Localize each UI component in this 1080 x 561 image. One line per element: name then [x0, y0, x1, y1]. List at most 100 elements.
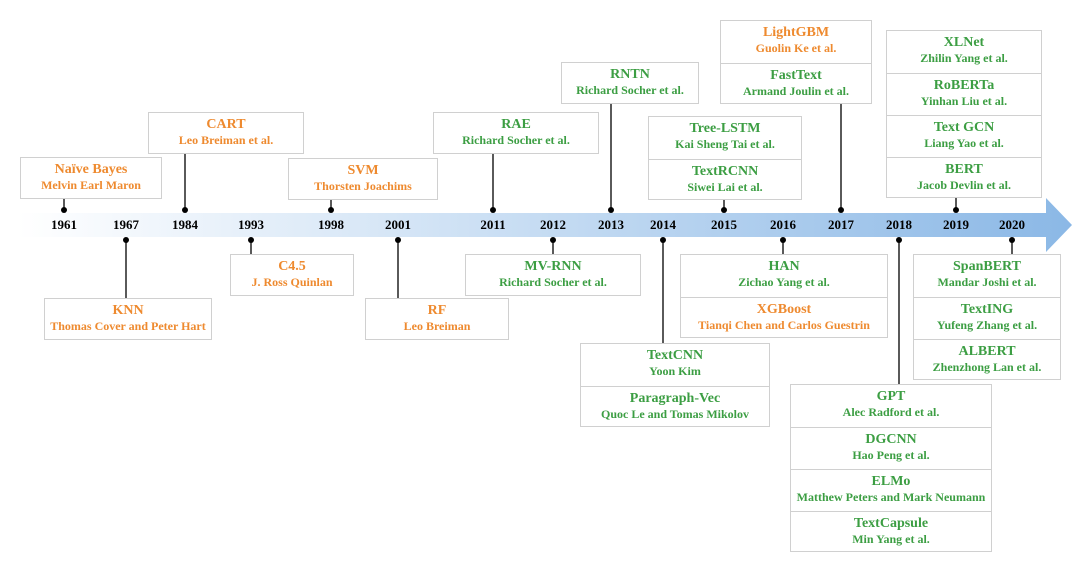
model-entry: HAN Zichao Yang et al.	[681, 255, 887, 297]
model-author: Zhilin Yang et al.	[920, 51, 1008, 65]
model-entry: KNN Thomas Cover and Peter Hart	[45, 299, 211, 341]
connector-lines	[61, 104, 1015, 384]
model-entry: FastText Armand Joulin et al.	[721, 63, 871, 105]
model-entry: RF Leo Breiman	[366, 299, 508, 341]
model-name: KNN	[112, 303, 144, 318]
model-author: Yinhan Liu et al.	[920, 94, 1008, 108]
model-name: SpanBERT	[953, 259, 1021, 274]
model-entry: Tree-LSTM Kai Sheng Tai et al.	[649, 117, 801, 159]
model-name: Paragraph-Vec	[629, 391, 721, 406]
connector-dot-2019	[953, 207, 959, 213]
model-name: ALBERT	[958, 344, 1016, 359]
model-author: J. Ross Quinlan	[251, 275, 333, 289]
model-name: TextCapsule	[853, 516, 929, 531]
connector-dot-2016	[780, 237, 786, 243]
model-author: Alec Radford et al.	[842, 405, 940, 419]
model-author: Guolin Ke et al.	[755, 41, 837, 55]
model-entry: SVM Thorsten Joachims	[289, 159, 437, 201]
model-name: XGBoost	[756, 302, 812, 317]
model-name: Naïve Bayes	[54, 162, 128, 177]
model-name: RoBERTa	[933, 78, 995, 93]
model-name: TextCNN	[646, 348, 704, 363]
model-author: Leo Breiman et al.	[178, 133, 274, 147]
model-author: Liang Yao et al.	[924, 136, 1004, 150]
model-author: Armand Joulin et al.	[742, 84, 849, 98]
model-box-1961: Naïve Bayes Melvin Earl Maron	[20, 157, 162, 199]
year-label-1984: 1984	[172, 217, 198, 232]
model-author: Siwei Lai et al.	[687, 180, 763, 194]
year-label-1993: 1993	[238, 217, 264, 232]
year-label-2013: 2013	[598, 217, 624, 232]
model-entry: TextCNN Yoon Kim	[581, 344, 769, 386]
model-author: Zhenzhong Lan et al.	[932, 360, 1042, 374]
model-author: Thomas Cover and Peter Hart	[50, 319, 206, 333]
model-name: RNTN	[610, 67, 650, 82]
connector-dot-2017	[838, 207, 844, 213]
model-name: TextING	[960, 302, 1014, 317]
model-box-2016: HAN Zichao Yang et al. XGBoost Tianqi Chen …	[680, 254, 888, 338]
model-entry: ELMo Matthew Peters and Mark Neumann	[791, 469, 991, 511]
model-box-2013: RNTN Richard Socher et al.	[561, 62, 699, 104]
model-name: XLNet	[943, 35, 985, 50]
connector-dot-1998	[328, 207, 334, 213]
model-entry: RNTN Richard Socher et al.	[562, 63, 698, 105]
connector-dot-2013	[608, 207, 614, 213]
connector-dot-1961	[61, 207, 67, 213]
model-box-2018: GPT Alec Radford et al. DGCNN Hao Peng et a…	[790, 384, 992, 552]
model-box-2017: LightGBM Guolin Ke et al. FastText Armand J…	[720, 20, 872, 104]
year-label-1998: 1998	[318, 217, 344, 232]
model-author: Mandar Joshi et al.	[937, 275, 1037, 289]
year-label-2011: 2011	[480, 217, 506, 232]
model-entry: Paragraph-Vec Quoc Le and Tomas Mikolov	[581, 386, 769, 428]
connector-dot-2018	[896, 237, 902, 243]
model-box-2001: RF Leo Breiman	[365, 298, 509, 340]
model-author: Thorsten Joachims	[314, 179, 412, 193]
year-label-2016: 2016	[770, 217, 796, 232]
model-entry: C4.5 J. Ross Quinlan	[231, 255, 353, 297]
model-author: Richard Socher et al.	[576, 83, 684, 97]
model-entry: TextING Yufeng Zhang et al.	[914, 297, 1060, 339]
year-label-2017: 2017	[828, 217, 854, 232]
model-author: Matthew Peters and Mark Neumann	[796, 490, 986, 504]
year-label-2001: 2001	[385, 217, 411, 232]
year-label-2012: 2012	[540, 217, 566, 232]
model-name: CART	[206, 117, 246, 132]
model-entry: RAE Richard Socher et al.	[434, 113, 598, 155]
model-entry: ALBERT Zhenzhong Lan et al.	[914, 339, 1060, 381]
year-label-2019: 2019	[943, 217, 969, 232]
year-label-2018: 2018	[886, 217, 912, 232]
year-label-2020: 2020	[999, 217, 1025, 232]
model-entry: RoBERTa Yinhan Liu et al.	[887, 73, 1041, 115]
year-label-2015: 2015	[711, 217, 737, 232]
model-box-1984: CART Leo Breiman et al.	[148, 112, 304, 154]
model-name: MV-RNN	[524, 259, 582, 274]
connector-dot-2015	[721, 207, 727, 213]
model-author: Min Yang et al.	[852, 532, 930, 546]
connector-dot-2001	[395, 237, 401, 243]
model-author: Tianqi Chen and Carlos Guestrin	[698, 318, 870, 332]
connector-dot-1967	[123, 237, 129, 243]
model-box-1998: SVM Thorsten Joachims	[288, 158, 438, 200]
model-author: Quoc Le and Tomas Mikolov	[600, 407, 750, 421]
model-name: C4.5	[278, 259, 306, 274]
timeline-arrow-shape	[18, 198, 1072, 252]
model-box-2012: MV-RNN Richard Socher et al.	[465, 254, 641, 296]
model-name: RAE	[501, 117, 531, 132]
model-entry: XLNet Zhilin Yang et al.	[887, 31, 1041, 73]
model-entry: GPT Alec Radford et al.	[791, 385, 991, 427]
model-name: BERT	[945, 162, 983, 177]
connector-dot-2014	[660, 237, 666, 243]
model-entry: Naïve Bayes Melvin Earl Maron	[21, 158, 161, 200]
model-box-1967: KNN Thomas Cover and Peter Hart	[44, 298, 212, 340]
model-name: LightGBM	[762, 25, 830, 40]
model-author: Yufeng Zhang et al.	[936, 318, 1038, 332]
model-entry: MV-RNN Richard Socher et al.	[466, 255, 640, 297]
year-label-2014: 2014	[650, 217, 676, 232]
model-name: SVM	[347, 163, 379, 178]
model-entry: BERT Jacob Devlin et al.	[887, 157, 1041, 199]
model-entry: TextCapsule Min Yang et al.	[791, 511, 991, 553]
model-name: ELMo	[871, 474, 911, 489]
connector-dot-1993	[248, 237, 254, 243]
